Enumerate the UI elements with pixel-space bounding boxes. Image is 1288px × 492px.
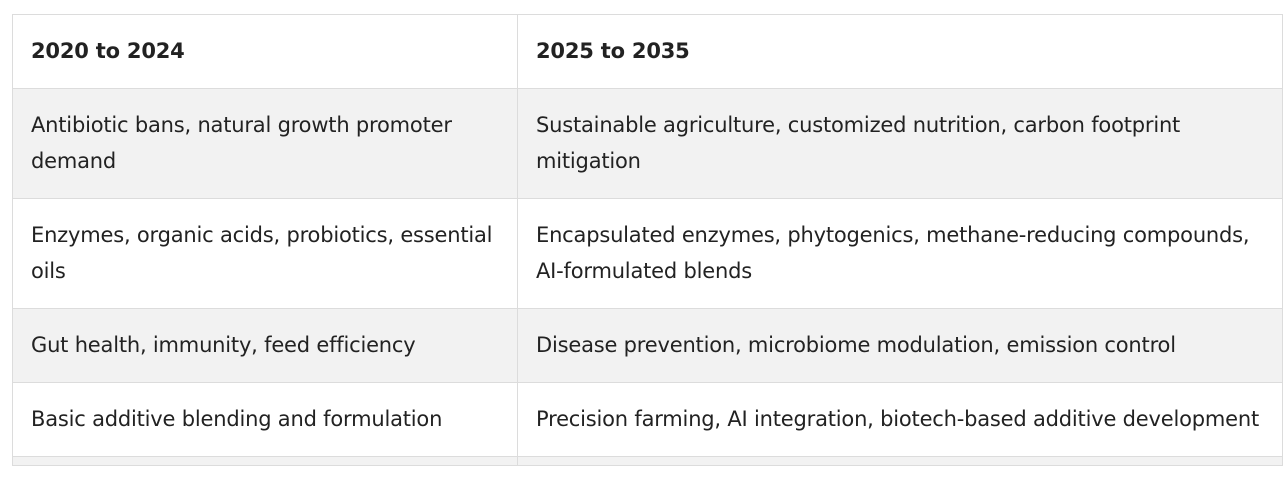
table-cell: Encapsulated enzymes, phytogenics, metha… xyxy=(517,198,1283,309)
table-row: Basic additive blending and formulation … xyxy=(12,382,1283,457)
comparison-table-container: 2020 to 2024 2025 to 2035 Antibiotic ban… xyxy=(12,14,1283,466)
table-header-row: 2020 to 2024 2025 to 2035 xyxy=(12,14,1283,89)
header-2020-2024: 2020 to 2024 xyxy=(12,14,518,89)
table-row: Antibiotic bans, natural growth promoter… xyxy=(12,88,1283,199)
table-cell: Antibiotic bans, natural growth promoter… xyxy=(12,88,518,199)
table-cell-empty xyxy=(12,456,518,466)
comparison-table: 2020 to 2024 2025 to 2035 Antibiotic ban… xyxy=(12,14,1283,466)
table-row: Gut health, immunity, feed efficiency Di… xyxy=(12,308,1283,383)
table-cell: Basic additive blending and formulation xyxy=(12,382,518,457)
table-cell: Enzymes, organic acids, probiotics, esse… xyxy=(12,198,518,309)
table-cell: Precision farming, AI integration, biote… xyxy=(517,382,1283,457)
table-cell-empty xyxy=(517,456,1283,466)
table-row-partial xyxy=(12,456,1283,466)
table-row: Enzymes, organic acids, probiotics, esse… xyxy=(12,198,1283,309)
table-cell: Disease prevention, microbiome modulatio… xyxy=(517,308,1283,383)
header-2025-2035: 2025 to 2035 xyxy=(517,14,1283,89)
table-cell: Sustainable agriculture, customized nutr… xyxy=(517,88,1283,199)
table-cell: Gut health, immunity, feed efficiency xyxy=(12,308,518,383)
